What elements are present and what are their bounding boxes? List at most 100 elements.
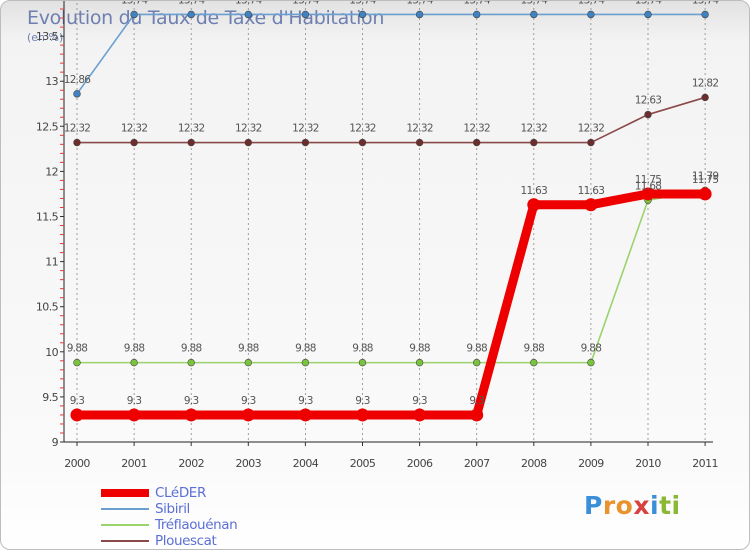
data-label: 11.68 <box>635 180 662 192</box>
data-label: 13.74 <box>121 1 149 6</box>
logo-letter: i <box>671 491 681 520</box>
legend-label-cleder: CLéDER <box>155 485 206 501</box>
data-label: 13.74 <box>692 1 720 6</box>
data-label: 9.88 <box>295 343 316 355</box>
data-label: 9.3 <box>184 395 199 407</box>
data-label: 9.3 <box>70 395 85 407</box>
x-tick-label: 2007 <box>464 457 490 470</box>
series-point <box>530 358 538 367</box>
legend-swatch-cleder <box>101 489 149 497</box>
data-label: 12.86 <box>64 74 92 86</box>
x-tick-label: 2001 <box>121 457 147 470</box>
data-label: 13.74 <box>406 1 434 6</box>
data-label: 9.3 <box>412 395 427 407</box>
data-label: 9.88 <box>352 343 373 355</box>
series-point <box>415 358 424 367</box>
data-label: 12.32 <box>406 123 433 135</box>
series-point <box>470 408 484 422</box>
series-point <box>358 358 367 367</box>
x-tick-label: 2011 <box>692 457 718 470</box>
x-tick-label: 2003 <box>235 457 261 470</box>
data-label: 11.63 <box>578 185 605 197</box>
y-tick-label: 9.5 <box>42 391 58 404</box>
series-point <box>130 358 138 367</box>
series-point <box>184 408 198 422</box>
series-point <box>130 138 138 147</box>
data-label: 12.32 <box>349 123 376 135</box>
legend-label-sibiril: Sibiril <box>155 501 190 517</box>
series-point <box>587 138 595 147</box>
y-tick-label: 13.5 <box>36 30 59 43</box>
series-point <box>187 358 195 367</box>
data-label: 13.74 <box>521 1 549 6</box>
series-point <box>301 358 310 367</box>
data-label: 12.32 <box>121 123 148 135</box>
logo-letter: P <box>584 491 603 520</box>
series-point <box>73 358 81 367</box>
series-point <box>187 10 195 19</box>
series-point <box>73 138 81 147</box>
series-line <box>77 96 706 144</box>
x-tick-label: 2008 <box>521 457 547 470</box>
y-tick-label: 10 <box>45 346 58 359</box>
data-label: 9.88 <box>581 343 602 355</box>
logo-letter: o <box>615 491 634 520</box>
series-point <box>415 10 424 19</box>
series-point <box>244 358 253 367</box>
data-label: 11.79 <box>692 170 719 182</box>
series-point <box>698 187 712 201</box>
series-point <box>473 138 481 147</box>
y-tick-label: 9 <box>52 436 59 449</box>
proxiti-logo: Proxiti <box>584 491 681 520</box>
chart-subtitle: (en %) <box>27 31 64 44</box>
series-point <box>641 187 655 201</box>
legend-swatch-plouescat <box>101 540 149 542</box>
x-tick-label: 2005 <box>350 457 376 470</box>
data-label: 13.74 <box>292 1 320 6</box>
series-point <box>301 10 310 19</box>
x-tick-label: 2000 <box>64 457 90 470</box>
data-label: 13.74 <box>578 1 606 6</box>
legend-label-treflaouenan: Tréflaouénan <box>155 517 238 533</box>
series-point <box>587 10 595 19</box>
chart-title: Evolution du Taux de Taxe d'Habitation <box>27 7 385 29</box>
y-tick-label: 12 <box>45 165 58 178</box>
data-label: 9.88 <box>466 343 487 355</box>
series-point <box>356 408 369 422</box>
data-label: 9.3 <box>241 395 256 407</box>
data-label: 9.88 <box>181 343 202 355</box>
series-point <box>298 408 312 422</box>
data-label: 9.3 <box>127 395 142 407</box>
series-line <box>77 189 706 420</box>
y-tick-label: 12.5 <box>36 120 59 133</box>
series-point <box>73 90 81 98</box>
y-tick-label: 13 <box>45 75 58 88</box>
data-label: 13.74 <box>463 1 491 6</box>
series-point <box>530 10 538 19</box>
series-point <box>644 110 652 119</box>
data-label: 9.3 <box>469 395 484 407</box>
series-point <box>130 10 138 19</box>
series-point <box>358 138 367 147</box>
series-line <box>77 189 706 364</box>
series-point <box>584 198 598 212</box>
series-point <box>644 10 652 19</box>
series-point <box>187 138 195 147</box>
data-label: 12.32 <box>521 123 548 135</box>
series-point <box>241 408 255 422</box>
data-label: 13.74 <box>235 1 263 6</box>
data-label: 12.32 <box>64 123 91 135</box>
data-label: 9.88 <box>67 343 88 355</box>
logo-letter: x <box>633 491 650 520</box>
data-label: 12.32 <box>178 123 205 135</box>
legend-swatch-treflaouenan <box>101 524 149 526</box>
series-point <box>415 138 424 147</box>
x-tick-label: 2010 <box>635 457 661 470</box>
legend-label-plouescat: Plouescat <box>155 533 217 549</box>
series-point <box>70 408 84 422</box>
data-label: 12.63 <box>635 95 662 107</box>
x-tick-label: 2006 <box>407 457 433 470</box>
logo-letter: i <box>650 491 660 520</box>
